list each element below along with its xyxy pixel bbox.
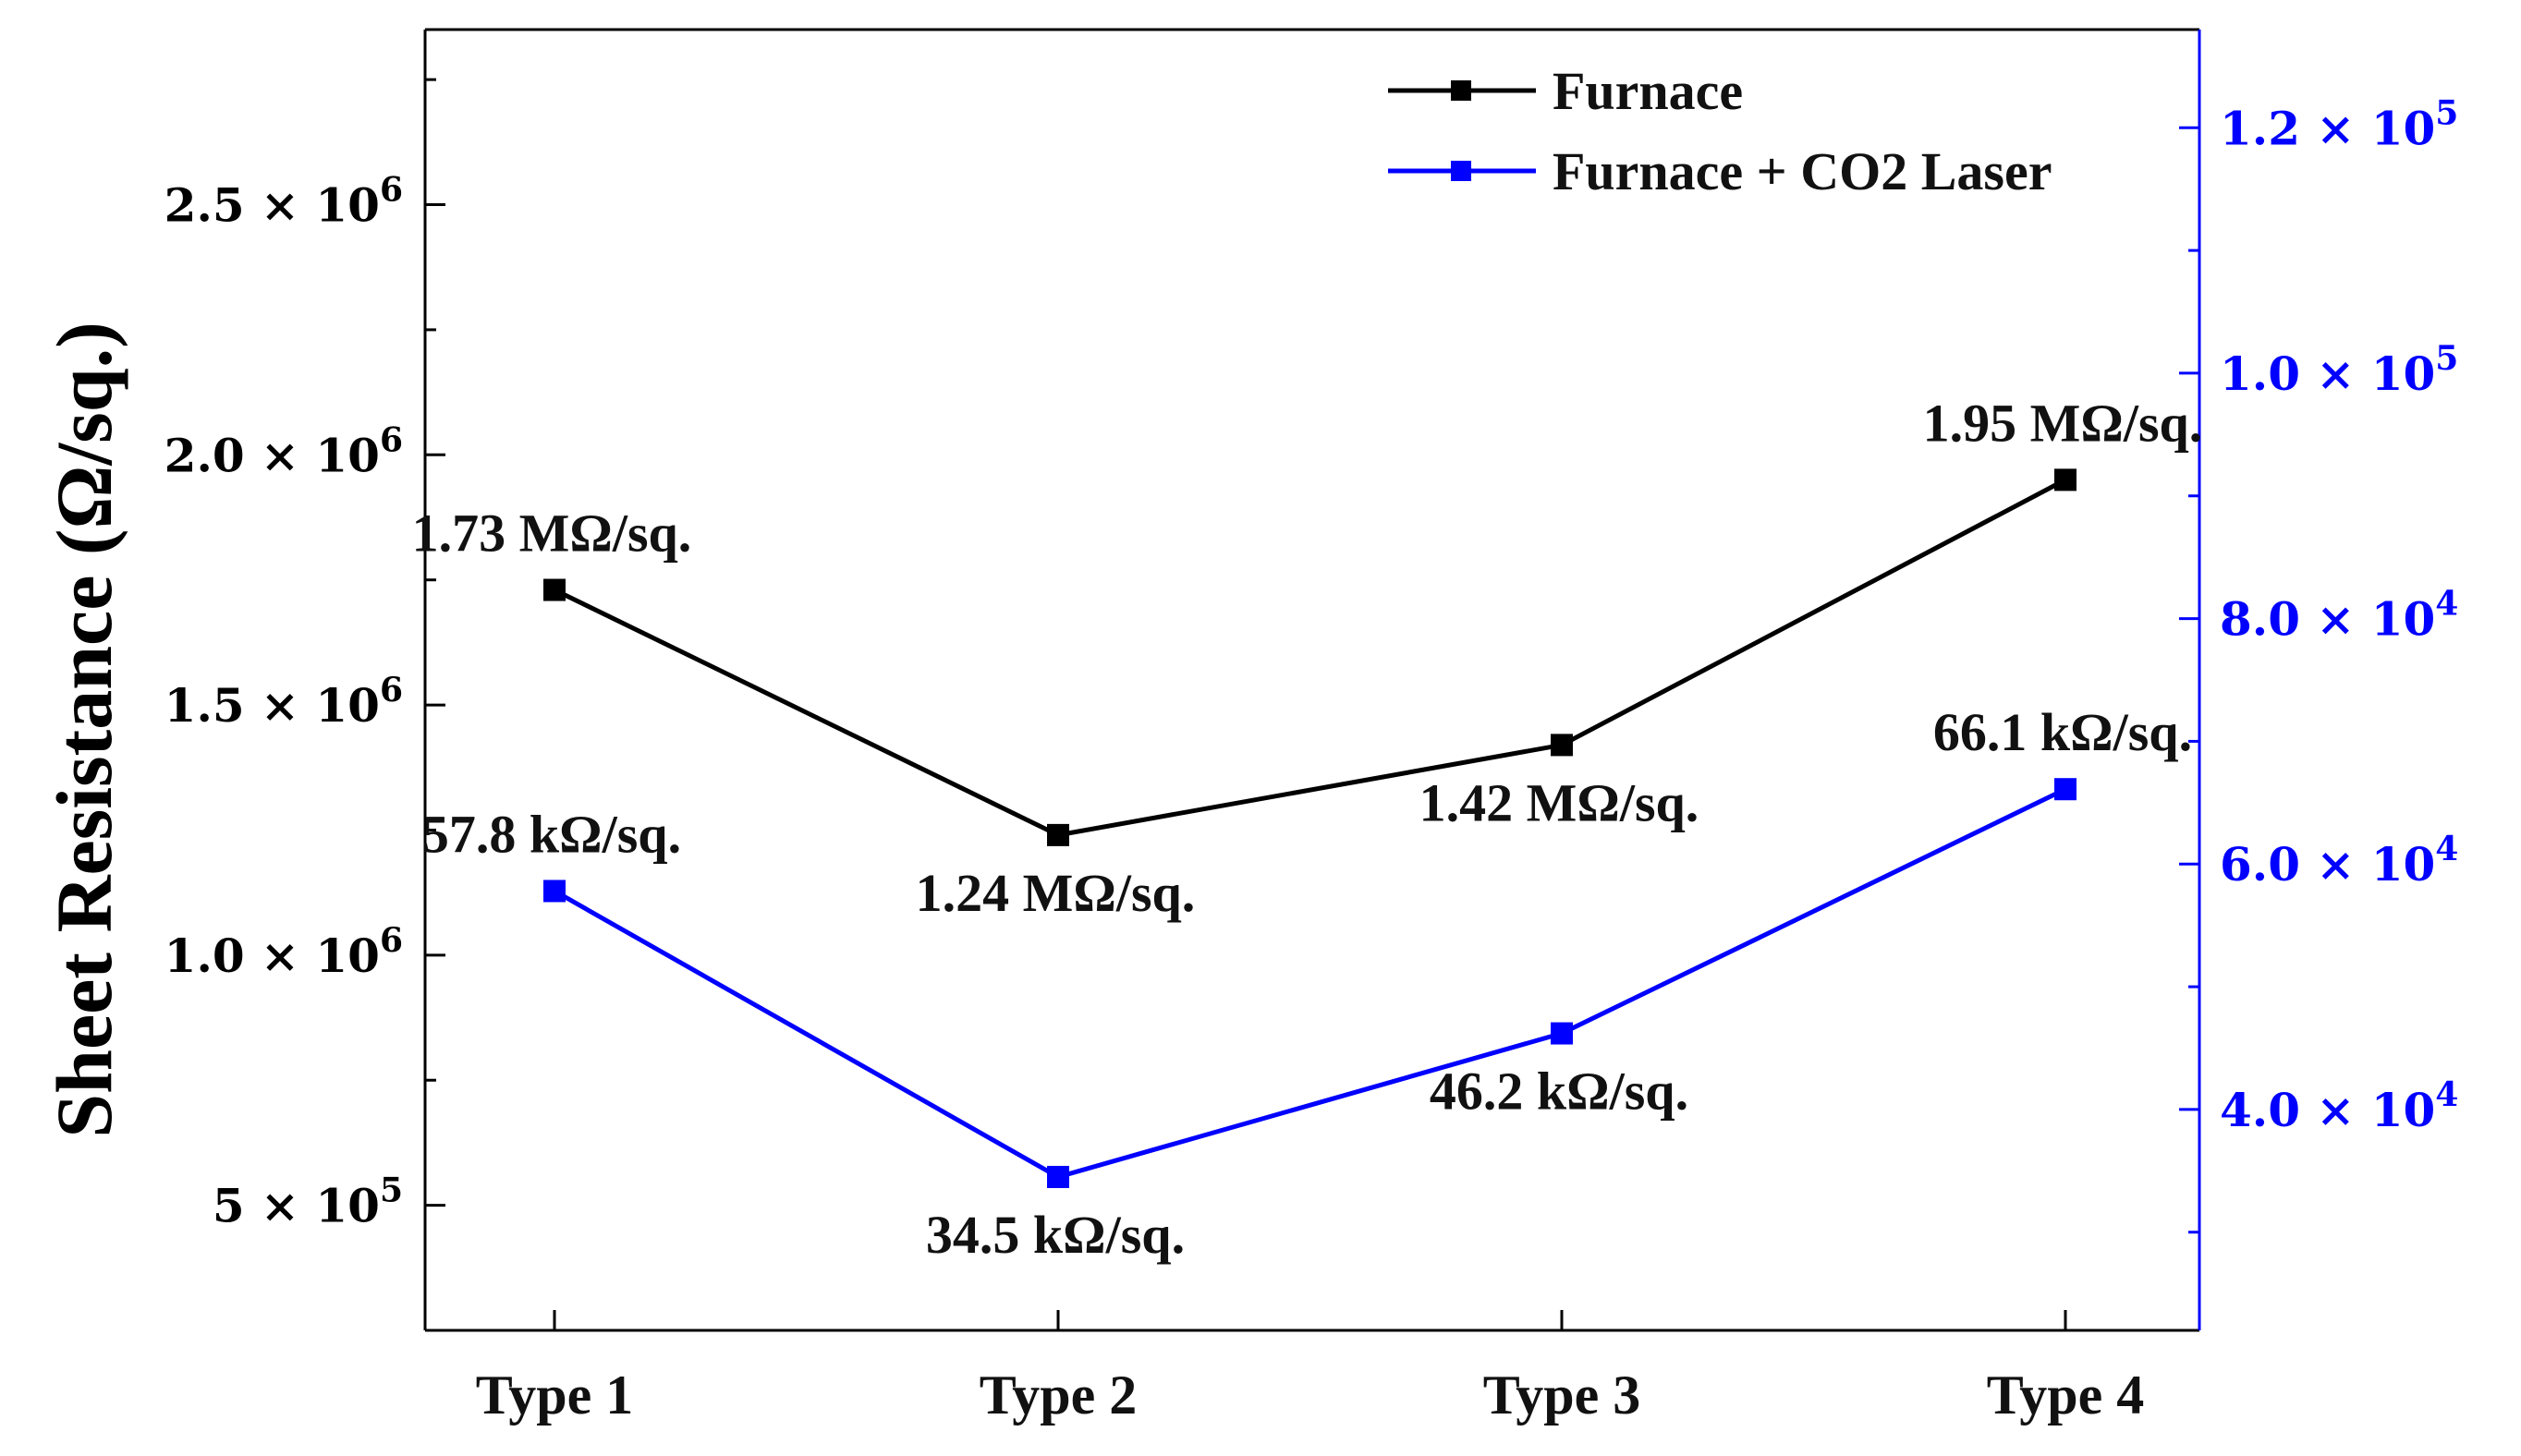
series-layer	[543, 468, 2076, 1188]
series-line-2	[553, 786, 2067, 1180]
left-tick-label: 2.5 × 106	[164, 171, 403, 233]
legend: Furnace Furnace + CO2 Laser	[1388, 61, 2052, 201]
data-label: 1.24 MΩ/sq.	[916, 863, 1196, 923]
data-label: 66.1 kΩ/sq.	[1933, 702, 2192, 762]
data-label: 46.2 kΩ/sq.	[1430, 1062, 1688, 1122]
data-label: 1.95 MΩ/sq.	[1923, 393, 2203, 453]
data-label: 1.73 MΩ/sq.	[412, 504, 692, 564]
data-label: 57.8 kΩ/sq.	[422, 804, 681, 864]
x-tick-label: Type 2	[980, 1365, 1138, 1426]
data-point	[2054, 778, 2076, 801]
left-tick-label: 1.5 × 106	[164, 671, 403, 733]
data-label: 1.42 MΩ/sq.	[1419, 772, 1699, 832]
left-tick-label: 5 × 105	[213, 1171, 403, 1233]
data-point	[1047, 823, 1069, 846]
y-axis-title: Sheet Resistance (Ω/sq.)	[40, 322, 128, 1137]
data-point	[543, 880, 566, 903]
data-labels: 1.73 MΩ/sq. 1.24 MΩ/sq. 1.42 MΩ/sq. 1.95 MΩ…	[412, 393, 2203, 1265]
x-tick-label: Type 3	[1483, 1365, 1641, 1426]
left-tick-label: 1.0 × 106	[164, 921, 403, 983]
x-tick-label: Type 1	[476, 1365, 634, 1426]
x-tick-label: Type 4	[1987, 1365, 2145, 1426]
legend-marker	[1451, 161, 1471, 181]
data-point	[1551, 734, 1573, 757]
data-point	[2054, 468, 2076, 491]
right-tick-label: 8.0 × 104	[2220, 585, 2458, 647]
left-tick-label: 2.0 × 106	[164, 420, 403, 482]
data-point	[1047, 1165, 1069, 1188]
series-line-1	[553, 478, 2067, 838]
data-point	[1551, 1022, 1573, 1045]
legend-marker	[1451, 80, 1471, 101]
right-tick-label: 6.0 × 104	[2220, 830, 2458, 892]
right-tick-label: 4.0 × 104	[2220, 1075, 2458, 1137]
right-tick-label: 1.0 × 105	[2220, 339, 2458, 401]
axes: 5 × 105 1.0 × 106 1.5 × 106 2.0 × 106 2.5 × …	[164, 28, 2458, 1426]
right-tick-label: 1.2 × 105	[2220, 93, 2458, 155]
data-label: 34.5 kΩ/sq.	[926, 1205, 1185, 1265]
data-point	[543, 578, 566, 601]
legend-label: Furnace + CO2 Laser	[1553, 141, 2052, 201]
legend-label: Furnace	[1553, 61, 1743, 121]
